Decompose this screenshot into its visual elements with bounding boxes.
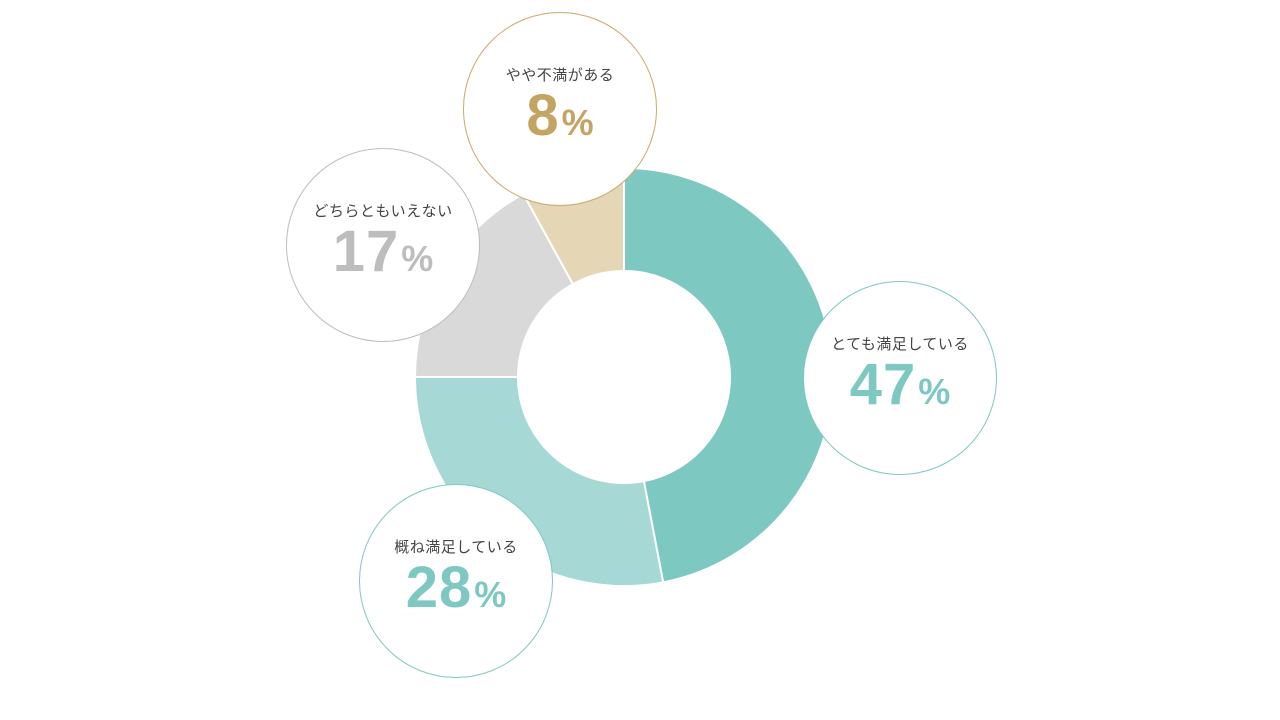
value-row-very-satisfied: 47 % (849, 351, 951, 417)
donut-slice-very-satisfied (623, 166, 834, 584)
value-neutral: 17 (332, 218, 400, 284)
slice-label-very-satisfied: とても満足している (831, 334, 969, 353)
percent-sign: % (401, 237, 434, 279)
value-row-neutral: 17 % (332, 218, 434, 284)
percent-sign: % (561, 101, 594, 143)
value-slightly-dissatisfied: 8 (526, 82, 560, 148)
value-very-satisfied: 47 (849, 351, 917, 417)
percent-sign: % (474, 573, 507, 615)
slice-label-neutral: どちらともいえない (313, 201, 453, 220)
percent-sign: % (918, 370, 951, 412)
value-row-slightly-dissatisfied: 8 % (526, 82, 594, 148)
slice-label-mostly-satisfied: 概ね満足している (394, 537, 518, 556)
value-row-mostly-satisfied: 28 % (405, 554, 507, 620)
label-bubble-neutral: どちらともいえない 17 % (286, 148, 480, 342)
label-bubble-very-satisfied: とても満足している 47 % (803, 281, 997, 475)
label-bubble-slightly-dissatisfied: やや不満がある 8 % (463, 12, 657, 206)
value-mostly-satisfied: 28 (405, 554, 473, 620)
donut-slice-mostly-satisfied (413, 376, 665, 587)
slice-label-slightly-dissatisfied: やや不満がある (505, 65, 615, 84)
label-bubble-mostly-satisfied: 概ね満足している 28 % (359, 484, 553, 678)
